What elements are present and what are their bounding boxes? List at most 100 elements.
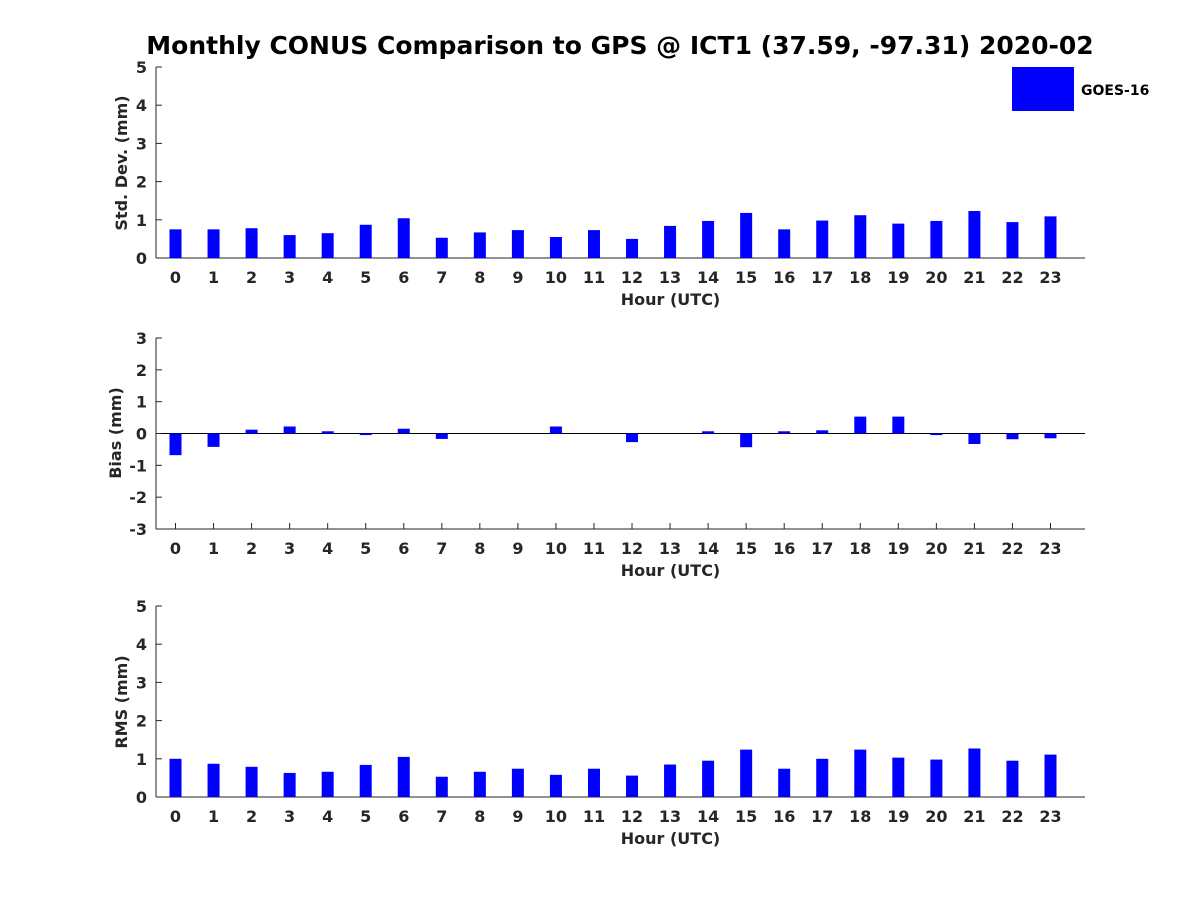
x-tick-label: 6 bbox=[398, 807, 409, 826]
x-tick-label: 23 bbox=[1039, 268, 1061, 287]
bar bbox=[549, 236, 562, 258]
bar bbox=[892, 223, 905, 258]
x-tick-label: 21 bbox=[963, 539, 985, 558]
x-tick-label: 0 bbox=[170, 807, 181, 826]
x-tick-label: 5 bbox=[360, 268, 371, 287]
bar bbox=[930, 759, 943, 797]
bar bbox=[854, 416, 867, 434]
y-tick-label: 2 bbox=[136, 361, 147, 380]
y-tick-label: 2 bbox=[136, 173, 147, 192]
chart-title: Monthly CONUS Comparison to GPS @ ICT1 (… bbox=[146, 31, 1093, 60]
bar bbox=[854, 749, 867, 797]
x-tick-label: 18 bbox=[849, 268, 871, 287]
x-tick-label: 10 bbox=[545, 807, 567, 826]
y-tick-label: -3 bbox=[129, 520, 147, 539]
x-tick-label: 6 bbox=[398, 268, 409, 287]
bar bbox=[435, 433, 448, 439]
x-tick-label: 3 bbox=[284, 268, 295, 287]
x-axis-label: Hour (UTC) bbox=[621, 561, 721, 580]
x-tick-label: 4 bbox=[322, 539, 333, 558]
x-tick-label: 10 bbox=[545, 539, 567, 558]
bar bbox=[207, 433, 220, 447]
bar bbox=[473, 232, 486, 258]
x-tick-label: 9 bbox=[512, 539, 523, 558]
y-tick-label: 1 bbox=[136, 211, 147, 230]
y-tick-label: 5 bbox=[136, 597, 147, 616]
x-tick-label: 8 bbox=[474, 807, 485, 826]
x-tick-label: 0 bbox=[170, 268, 181, 287]
x-tick-label: 11 bbox=[583, 268, 605, 287]
x-tick-label: 15 bbox=[735, 807, 757, 826]
x-tick-label: 1 bbox=[208, 539, 219, 558]
bar bbox=[473, 771, 486, 797]
bar bbox=[626, 238, 639, 258]
x-tick-label: 7 bbox=[436, 807, 447, 826]
bar bbox=[1006, 760, 1019, 797]
x-tick-label: 3 bbox=[284, 539, 295, 558]
bar bbox=[283, 235, 296, 258]
bar bbox=[740, 212, 753, 258]
bar bbox=[1044, 433, 1057, 439]
x-tick-label: 0 bbox=[170, 539, 181, 558]
bar bbox=[702, 431, 715, 434]
x-tick-label: 19 bbox=[887, 807, 909, 826]
y-tick-label: 0 bbox=[136, 788, 147, 807]
bar bbox=[245, 228, 258, 258]
x-tick-label: 22 bbox=[1001, 539, 1023, 558]
x-tick-label: 21 bbox=[963, 268, 985, 287]
x-tick-label: 7 bbox=[436, 268, 447, 287]
y-tick-label: 1 bbox=[136, 393, 147, 412]
x-tick-label: 22 bbox=[1001, 807, 1023, 826]
bar bbox=[1044, 754, 1057, 797]
bar bbox=[207, 763, 220, 797]
bar bbox=[930, 220, 943, 258]
bar bbox=[549, 426, 562, 434]
bar bbox=[587, 768, 600, 797]
bar bbox=[359, 433, 372, 436]
x-tick-label: 11 bbox=[583, 807, 605, 826]
x-tick-label: 12 bbox=[621, 268, 643, 287]
x-tick-label: 23 bbox=[1039, 539, 1061, 558]
x-tick-label: 9 bbox=[512, 807, 523, 826]
bar bbox=[169, 229, 182, 258]
x-tick-label: 19 bbox=[887, 539, 909, 558]
bar bbox=[892, 757, 905, 797]
x-tick-label: 10 bbox=[545, 268, 567, 287]
bar bbox=[359, 764, 372, 797]
y-tick-label: 0 bbox=[136, 249, 147, 268]
bar bbox=[511, 230, 524, 258]
x-tick-label: 7 bbox=[436, 539, 447, 558]
bar bbox=[321, 431, 334, 434]
x-tick-label: 19 bbox=[887, 268, 909, 287]
y-axis-label: RMS (mm) bbox=[112, 655, 131, 748]
x-tick-label: 2 bbox=[246, 807, 257, 826]
bar bbox=[626, 775, 639, 797]
bar bbox=[778, 229, 791, 258]
x-tick-label: 18 bbox=[849, 807, 871, 826]
bar bbox=[511, 768, 524, 797]
bar bbox=[740, 749, 753, 797]
y-tick-label: 1 bbox=[136, 750, 147, 769]
x-tick-label: 17 bbox=[811, 807, 833, 826]
bar bbox=[549, 774, 562, 797]
bar bbox=[778, 431, 791, 434]
bar bbox=[435, 776, 448, 797]
x-tick-label: 11 bbox=[583, 539, 605, 558]
bar bbox=[1044, 216, 1057, 258]
x-tick-label: 13 bbox=[659, 807, 681, 826]
y-tick-label: -2 bbox=[129, 488, 147, 507]
bar bbox=[968, 211, 981, 258]
bar bbox=[816, 758, 829, 797]
x-tick-label: 15 bbox=[735, 539, 757, 558]
x-tick-label: 2 bbox=[246, 539, 257, 558]
x-tick-label: 17 bbox=[811, 268, 833, 287]
y-tick-label: -1 bbox=[129, 456, 147, 475]
bar bbox=[359, 224, 372, 258]
y-axis-label: Bias (mm) bbox=[106, 387, 125, 479]
x-tick-label: 20 bbox=[925, 539, 947, 558]
